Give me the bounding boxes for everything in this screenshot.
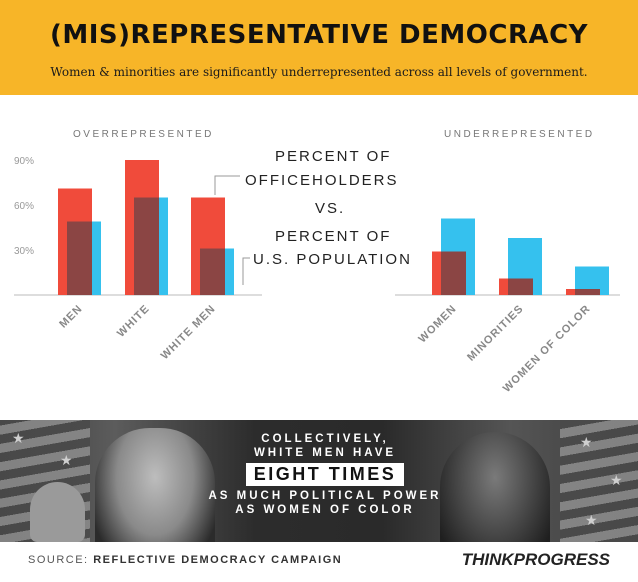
photo-caption-line4: AS WOMEN OF COLOR	[235, 504, 415, 516]
thinkprogress-logo: THINKPROGRESS	[461, 550, 610, 569]
legend-population-line1: PERCENT OF	[275, 228, 392, 245]
star-icon: ★	[12, 430, 25, 446]
y-tick-label: 90%	[14, 156, 34, 167]
bar-overlap	[508, 278, 533, 295]
photo-caption: COLLECTIVELY, WHITE MEN HAVE EIGHT TIMES…	[150, 432, 500, 517]
legend-vs: VS.	[315, 200, 346, 217]
legend-officeholders-line2: OFFICEHOLDERS	[245, 172, 399, 189]
bar-overlap	[200, 248, 225, 295]
group-label-underrepresented: UNDERREPRESENTED	[444, 129, 595, 140]
source-credit: SOURCE: REFLECTIVE DEMOCRACY CAMPAIGN	[28, 554, 342, 566]
photo-caption-highlight: EIGHT TIMES	[245, 463, 405, 486]
page-title: (MIS)REPRESENTATIVE DEMOCRACY	[49, 20, 589, 50]
footer: SOURCE: REFLECTIVE DEMOCRACY CAMPAIGN TH…	[0, 542, 638, 582]
legend-population-line2: U.S. POPULATION	[253, 251, 412, 268]
bar-overlap	[441, 251, 466, 295]
star-icon: ★	[610, 472, 623, 488]
raised-hand-image	[30, 482, 85, 542]
star-icon: ★	[585, 512, 598, 528]
source-prefix: SOURCE:	[28, 554, 89, 566]
bar-overlap	[67, 221, 92, 295]
legend-connector-officeholders	[214, 175, 240, 195]
page-subtitle: Women & minorities are significantly und…	[50, 65, 588, 79]
legend-officeholders-line1: PERCENT OF	[275, 148, 392, 165]
photo-caption-line3: AS MUCH POLITICAL POWER	[208, 490, 442, 502]
category-label: MEN	[57, 303, 85, 331]
legend-connector-population	[242, 257, 250, 285]
y-tick-label: 60%	[14, 201, 34, 212]
category-label: WOMEN	[416, 303, 459, 346]
bar-overlap	[134, 197, 159, 295]
star-icon: ★	[580, 434, 593, 450]
star-icon: ★	[60, 452, 73, 468]
source-name: REFLECTIVE DEMOCRACY CAMPAIGN	[93, 554, 343, 566]
photo-caption-line2: WHITE MEN HAVE	[253, 447, 397, 459]
bar-overlap	[575, 289, 600, 295]
photo-man-image	[95, 428, 215, 542]
y-tick-label: 30%	[14, 246, 34, 257]
flag-right-image	[560, 420, 638, 542]
category-label: WHITE	[115, 303, 152, 340]
photo-woman-image	[440, 432, 550, 542]
photo-caption-line1: COLLECTIVELY,	[261, 433, 389, 445]
chart-area: 90% 60% 30% MEN WHITE WHITE MEN WOMEN MINORITIE…	[0, 95, 638, 420]
category-label: MINORITIES	[465, 303, 526, 364]
header-banner: (MIS)REPRESENTATIVE DEMOCRACY Women & mi…	[0, 0, 638, 95]
group-label-overrepresented: OVERREPRESENTED	[73, 129, 214, 140]
photo-band: ★ ★ ★ ★ ★ ★ COLLECTIVELY, WHITE MEN HAVE…	[0, 420, 638, 542]
bar-chart: 90% 60% 30% MEN WHITE WHITE MEN WOMEN MINORITIE…	[14, 156, 620, 395]
category-label: WHITE MEN	[159, 303, 218, 362]
